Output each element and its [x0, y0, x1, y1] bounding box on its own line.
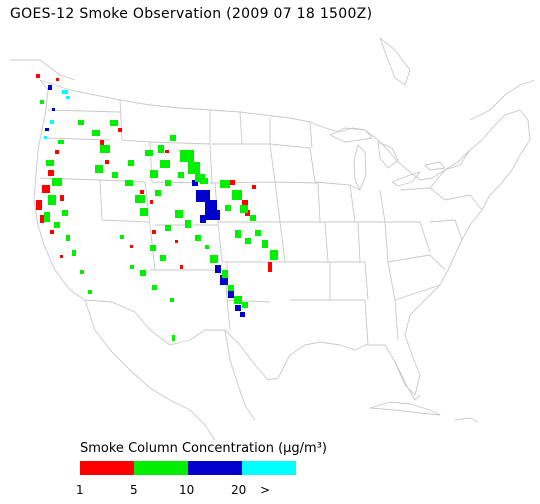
tick-label-10: 10 — [179, 483, 195, 497]
tick-label-gt: > — [260, 483, 271, 497]
lake-superior — [329, 127, 373, 143]
lake-erie — [391, 171, 421, 187]
tick-label-20: 20 — [231, 483, 247, 497]
us-outline — [33, 79, 531, 396]
tick-label-1: 1 — [76, 483, 84, 497]
colorbar-ticks: 1 5 10 20 > — [0, 483, 540, 499]
colorbar-bin-2 — [134, 461, 188, 475]
colorbar-bin-3 — [188, 461, 242, 475]
smoke-clusters — [36, 74, 278, 341]
lake-michigan — [353, 144, 367, 191]
lake-huron — [377, 141, 399, 169]
lake-ontario — [424, 161, 446, 171]
colorbar — [80, 461, 296, 475]
colorbar-bin-1 — [80, 461, 134, 475]
legend-title: Smoke Column Concentration (μg/m³) — [80, 441, 327, 456]
tick-label-5: 5 — [130, 483, 138, 497]
map-title: GOES-12 Smoke Observation (2009 07 18 15… — [10, 6, 373, 22]
colorbar-bin-4 — [242, 461, 296, 475]
